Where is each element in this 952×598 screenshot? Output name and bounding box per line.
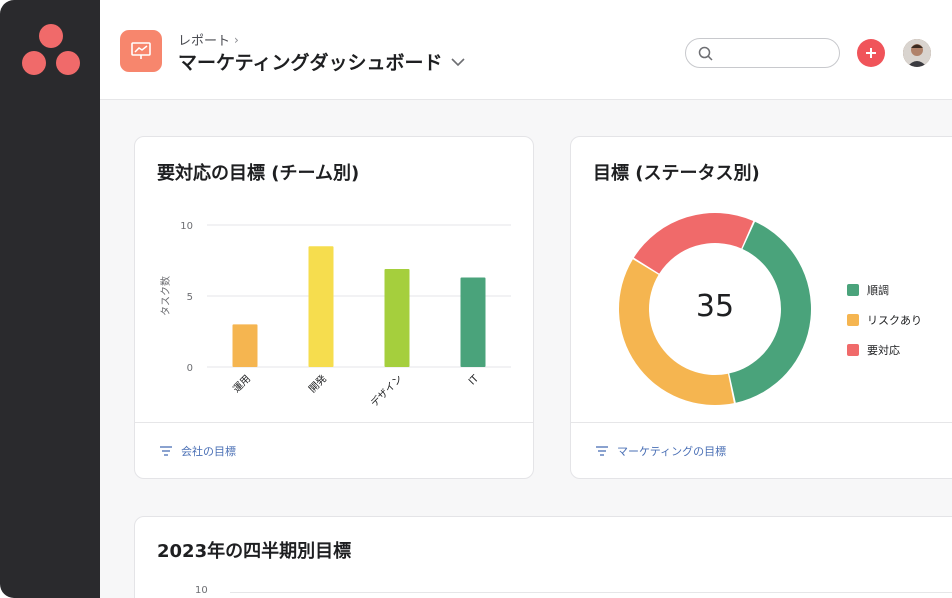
logo-dot	[22, 51, 46, 75]
x-tick-label: IT	[467, 373, 482, 388]
footer-link[interactable]: マーケティングの目標	[617, 444, 727, 458]
card-goals-by-team: 要対応の目標 (チーム別) 0 5 10 タスク数運用 開発 デザイン IT 会社の目標	[134, 136, 534, 479]
main-area: レポート › マーケティングダッシュボード	[100, 0, 952, 598]
search-icon	[698, 46, 713, 61]
logo-dot	[56, 51, 80, 75]
y-tick-label: 5	[187, 292, 193, 303]
legend-label: 順調	[867, 284, 889, 297]
footer-link[interactable]: 会社の目標	[181, 444, 236, 458]
legend-item: リスクあり	[847, 305, 922, 335]
x-tick-label: 開発	[306, 372, 329, 395]
bar	[308, 246, 334, 367]
page-title-text: マーケティングダッシュボード	[178, 52, 443, 74]
sidebar	[0, 0, 100, 598]
card-footer[interactable]: マーケティングの目標	[571, 422, 952, 478]
plus-icon	[866, 48, 876, 58]
breadcrumb[interactable]: レポート ›	[178, 30, 239, 50]
card-title: 目標 (ステータス別)	[593, 163, 760, 184]
legend-swatch	[847, 284, 859, 296]
y-tick-label: 10	[195, 585, 208, 596]
search-input[interactable]	[685, 38, 840, 68]
card-title: 2023年の四半期別目標	[157, 541, 352, 562]
logo-dot	[39, 24, 63, 48]
chart-legend: 順調リスクあり要対応	[847, 275, 922, 365]
gridline	[230, 592, 952, 593]
legend-label: 要対応	[867, 344, 900, 357]
bar	[384, 269, 410, 367]
presentation-chart-icon	[120, 30, 162, 72]
card-goals-by-status: 目標 (ステータス別) 35 順調リスクあり要対応 マーケティングの目標	[570, 136, 952, 479]
asana-logo[interactable]	[22, 24, 80, 76]
filter-icon	[160, 445, 172, 456]
donut-center-value: 35	[695, 289, 735, 324]
card-footer[interactable]: 会社の目標	[135, 422, 533, 478]
donut-chart	[618, 213, 811, 406]
filter-icon	[596, 445, 608, 456]
breadcrumb-label[interactable]: レポート	[178, 34, 231, 49]
y-tick-label: 0	[187, 363, 193, 374]
breadcrumb-separator: ›	[234, 32, 239, 47]
legend-swatch	[847, 344, 859, 356]
legend-label: リスクあり	[867, 314, 922, 327]
legend-item: 要対応	[847, 335, 922, 365]
bar	[232, 324, 258, 367]
chevron-down-icon[interactable]	[450, 57, 466, 67]
avatar[interactable]	[903, 39, 931, 67]
legend-item: 順調	[847, 275, 922, 305]
add-button[interactable]	[857, 39, 885, 67]
page-title[interactable]: マーケティングダッシュボード	[178, 48, 466, 75]
donut-slice	[729, 221, 811, 403]
y-tick-label: 10	[180, 221, 193, 232]
donut-slice	[633, 213, 754, 274]
x-tick-label: 運用	[230, 373, 253, 396]
x-tick-label: デザイン	[368, 372, 405, 409]
y-axis-label: タスク数	[159, 276, 172, 316]
top-bar: レポート › マーケティングダッシュボード	[100, 0, 952, 100]
card-title: 要対応の目標 (チーム別)	[157, 163, 360, 184]
bar	[460, 277, 486, 367]
card-quarterly-goals: 2023年の四半期別目標 10	[134, 516, 952, 598]
legend-swatch	[847, 314, 859, 326]
donut-slice	[618, 259, 734, 406]
